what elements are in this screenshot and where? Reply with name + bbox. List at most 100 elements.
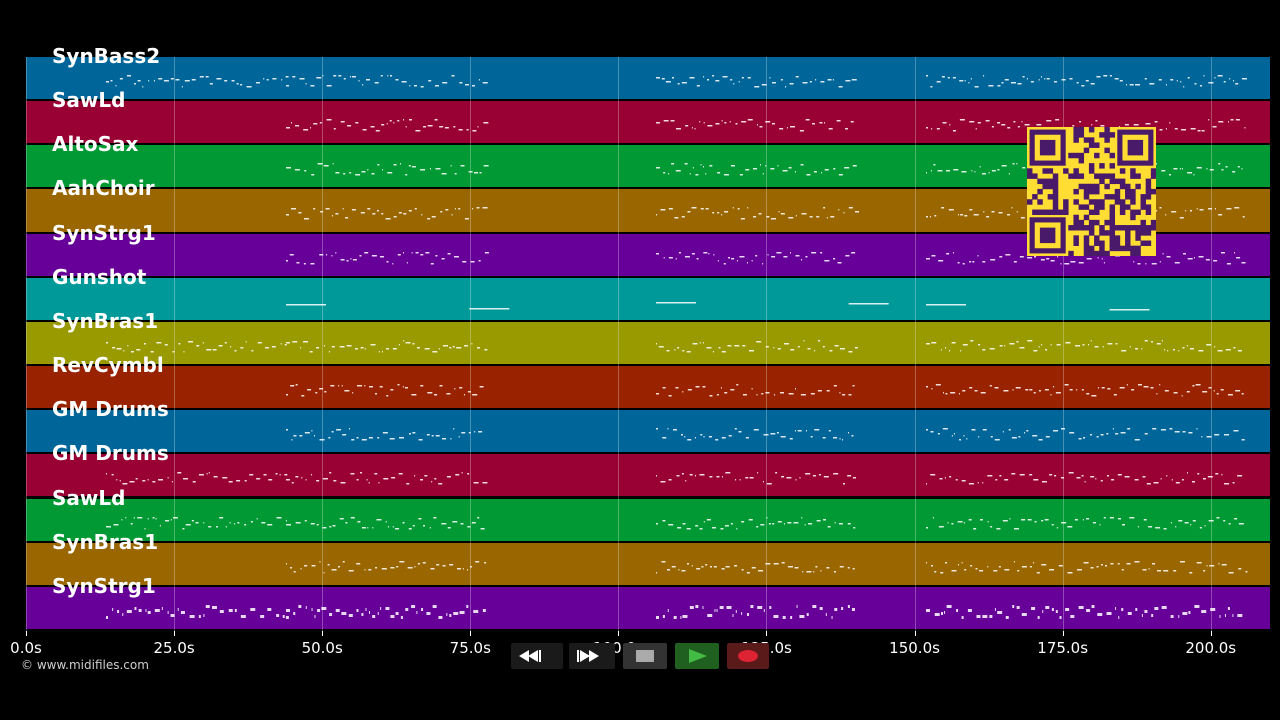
note-mark bbox=[1137, 384, 1142, 386]
note-mark bbox=[1082, 343, 1085, 346]
note-mark bbox=[360, 346, 364, 349]
note-mark bbox=[759, 126, 763, 128]
note-mark bbox=[672, 77, 675, 79]
note-mark bbox=[1214, 208, 1216, 210]
note-mark bbox=[1017, 569, 1020, 572]
note-mark bbox=[387, 75, 389, 77]
note-mark bbox=[1196, 561, 1202, 564]
note-mark bbox=[1065, 341, 1071, 344]
note-mark bbox=[750, 604, 754, 608]
note-mark bbox=[689, 605, 694, 609]
track-row[interactable] bbox=[26, 454, 1270, 497]
stop-button[interactable] bbox=[623, 643, 667, 669]
note-mark bbox=[717, 172, 721, 174]
note-mark bbox=[677, 83, 680, 85]
note-mark bbox=[1010, 82, 1016, 84]
note-mark bbox=[203, 521, 205, 523]
track-label: SynBras1 bbox=[52, 308, 159, 333]
note-mark bbox=[730, 522, 733, 524]
note-mark bbox=[926, 483, 927, 485]
note-mark bbox=[295, 384, 298, 386]
track-row[interactable] bbox=[26, 410, 1270, 453]
tick-label: 0.0s bbox=[10, 639, 42, 657]
note-mark bbox=[823, 476, 829, 478]
note-mark bbox=[459, 387, 463, 389]
note-mark bbox=[671, 565, 676, 568]
note-mark bbox=[1196, 167, 1202, 169]
note-mark bbox=[831, 615, 833, 619]
note-mark bbox=[838, 522, 843, 524]
note-mark bbox=[661, 78, 665, 80]
note-mark bbox=[482, 82, 488, 84]
note-mark bbox=[441, 257, 445, 260]
note-mark bbox=[427, 218, 431, 220]
note-mark bbox=[934, 612, 940, 616]
note-mark bbox=[712, 75, 715, 77]
note-mark bbox=[480, 527, 485, 529]
note-mark bbox=[961, 561, 963, 564]
track-row[interactable] bbox=[26, 321, 1270, 365]
track-row[interactable] bbox=[26, 586, 1270, 629]
track-row[interactable] bbox=[26, 542, 1270, 585]
note-mark bbox=[392, 262, 394, 265]
note-mark bbox=[453, 428, 455, 430]
note-mark bbox=[382, 432, 388, 434]
note-mark bbox=[1016, 340, 1019, 343]
note-mark bbox=[1134, 560, 1140, 563]
note-mark bbox=[230, 345, 232, 348]
note-mark bbox=[251, 349, 254, 352]
record-button[interactable] bbox=[727, 643, 769, 669]
note-mark bbox=[782, 615, 786, 619]
track-row[interactable] bbox=[26, 277, 1270, 320]
note-mark bbox=[256, 517, 258, 519]
note-mark bbox=[686, 350, 691, 353]
note-mark bbox=[372, 614, 376, 618]
note-mark bbox=[1201, 609, 1207, 613]
note-mark bbox=[110, 80, 113, 82]
note-mark bbox=[787, 565, 793, 568]
note-mark bbox=[741, 520, 745, 522]
fast-forward-icon bbox=[577, 650, 599, 662]
note-mark bbox=[181, 86, 183, 88]
note-mark bbox=[185, 523, 191, 525]
note-mark bbox=[365, 607, 367, 611]
note-mark bbox=[675, 128, 681, 130]
note-mark bbox=[1142, 568, 1147, 571]
note-mark bbox=[286, 562, 287, 565]
note-mark bbox=[364, 251, 369, 254]
note-mark bbox=[320, 211, 324, 213]
note-mark bbox=[805, 473, 811, 475]
note-mark bbox=[106, 81, 109, 83]
note-mark bbox=[1218, 121, 1224, 123]
note-mark bbox=[803, 339, 805, 342]
note-mark bbox=[1156, 342, 1161, 345]
note-mark bbox=[851, 435, 854, 437]
note-mark bbox=[1189, 210, 1192, 212]
rewind-button[interactable] bbox=[511, 643, 563, 669]
note-mark bbox=[837, 261, 842, 264]
note-mark bbox=[395, 611, 399, 615]
note-mark bbox=[167, 477, 169, 479]
note-mark bbox=[414, 208, 417, 210]
note-mark bbox=[1076, 82, 1079, 84]
note-mark bbox=[696, 567, 701, 570]
note-mark bbox=[303, 340, 309, 343]
track-row[interactable] bbox=[26, 366, 1270, 409]
play-button[interactable] bbox=[675, 643, 719, 669]
note-mark bbox=[284, 343, 287, 346]
track-row[interactable] bbox=[26, 57, 1270, 100]
track-row[interactable] bbox=[26, 498, 1270, 541]
note-mark bbox=[747, 207, 749, 209]
note-mark bbox=[1202, 391, 1208, 393]
fast-forward-button[interactable] bbox=[569, 643, 615, 669]
note-mark bbox=[1235, 390, 1241, 392]
note-mark bbox=[1046, 78, 1050, 80]
note-mark bbox=[466, 129, 469, 131]
note-mark bbox=[435, 168, 441, 170]
note-mark bbox=[1022, 76, 1025, 78]
note-mark bbox=[1234, 251, 1236, 254]
note-mark bbox=[331, 431, 334, 433]
note-mark bbox=[170, 78, 174, 80]
note-mark bbox=[405, 126, 407, 128]
note-mark bbox=[662, 614, 665, 618]
